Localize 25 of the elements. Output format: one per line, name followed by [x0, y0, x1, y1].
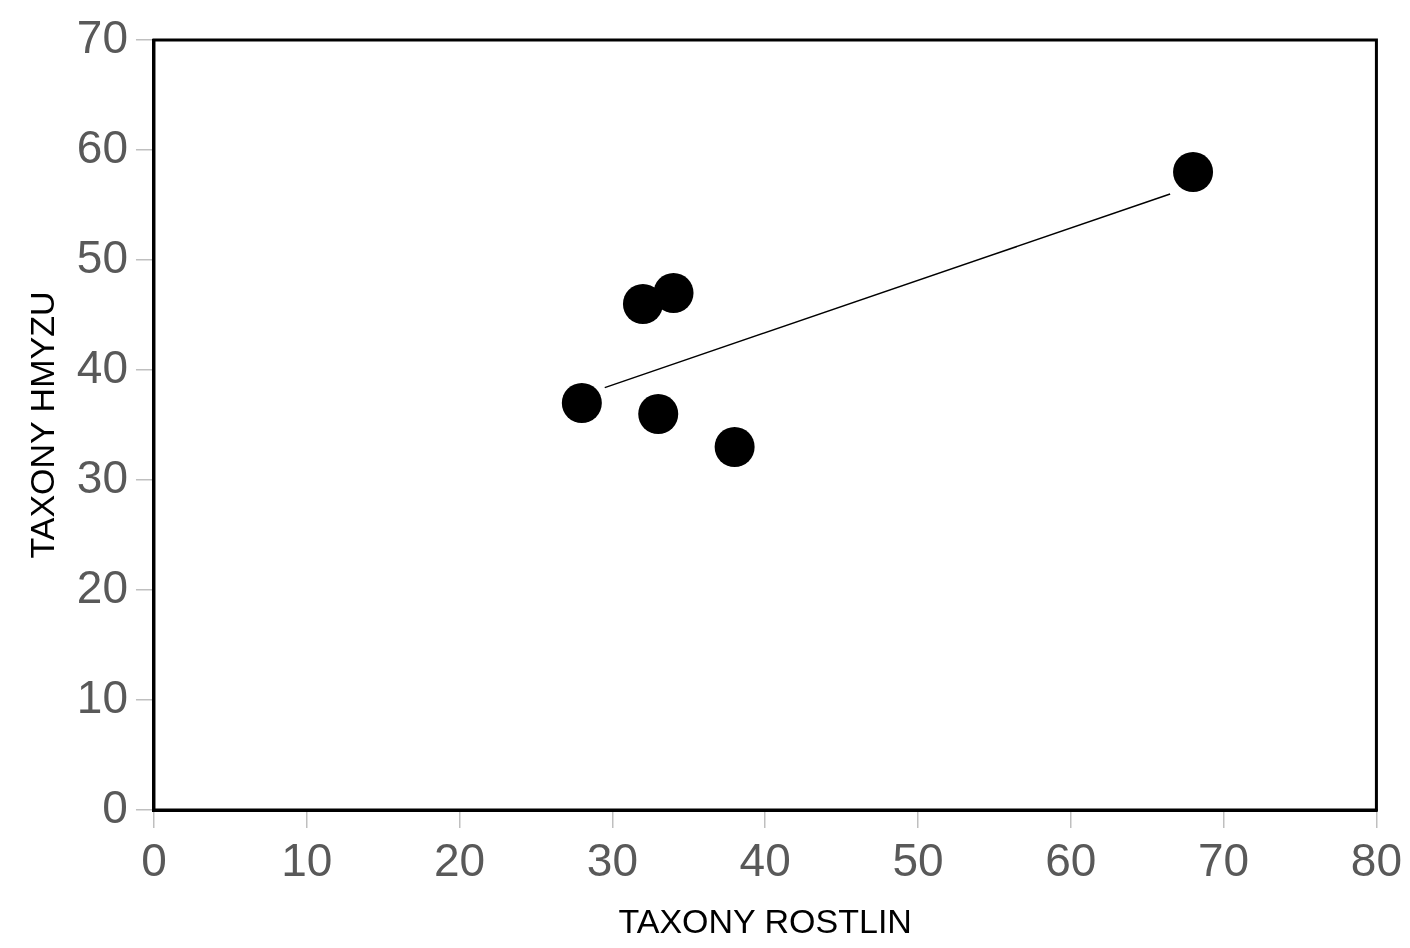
x-tick-label: 60 [1045, 834, 1097, 887]
x-axis-title: TAXONY ROSTLIN [618, 901, 912, 940]
point [653, 273, 694, 313]
point [638, 394, 679, 434]
x-tick-label: 10 [281, 834, 333, 887]
y-axis-title: TAXONY HMYZU [22, 291, 61, 559]
x-tick-label: 0 [141, 834, 167, 887]
y-tick-label: 20 [76, 560, 128, 613]
x-tick-label: 50 [892, 834, 944, 887]
x-tick-label: 70 [1198, 834, 1250, 887]
point [622, 284, 663, 324]
y-tick-label: 70 [76, 10, 128, 63]
x-tick-label: 20 [433, 834, 486, 887]
y-tick-label: 40 [76, 340, 128, 393]
x-tick-label: 80 [1350, 834, 1402, 887]
x-tick-label: 30 [586, 834, 638, 887]
y-tick-label: 50 [76, 230, 128, 283]
x-tick-label: 40 [739, 834, 791, 887]
point [561, 383, 602, 423]
y-tick-label: 30 [76, 450, 128, 503]
point [714, 427, 755, 467]
y-tick-label: 10 [76, 670, 128, 723]
y-tick-label: 60 [76, 120, 128, 173]
y-tick-label: 0 [102, 780, 128, 833]
point [1173, 152, 1214, 192]
